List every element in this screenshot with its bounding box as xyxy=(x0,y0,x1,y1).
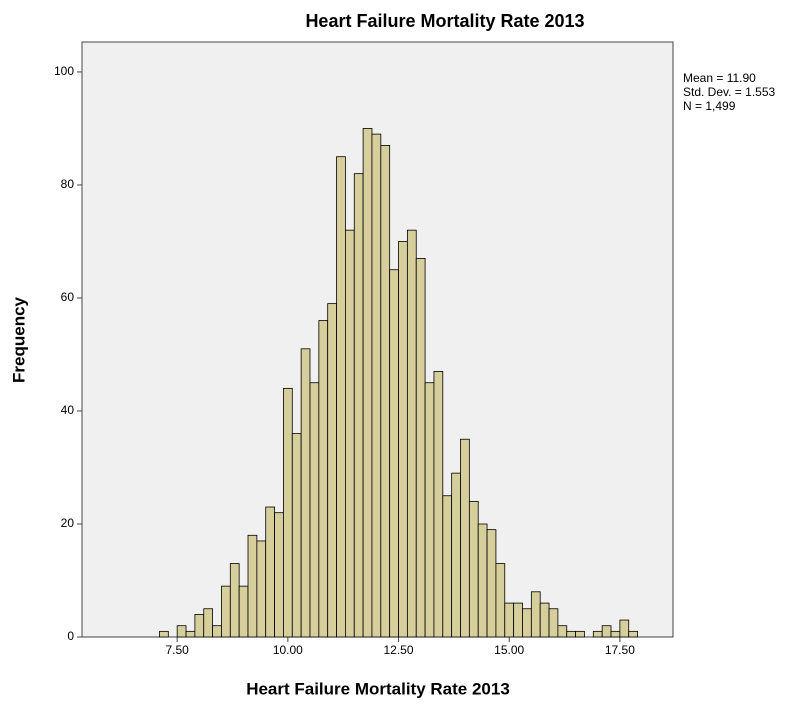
bar xyxy=(513,602,523,638)
x-tick-label: 10.00 xyxy=(273,643,303,657)
bar xyxy=(247,534,258,638)
bar xyxy=(194,613,205,638)
bar xyxy=(601,625,612,638)
bar xyxy=(380,145,391,638)
x-tick-label: 17.50 xyxy=(605,643,635,657)
y-tick-label: 0 xyxy=(67,629,74,643)
bar xyxy=(212,625,222,638)
bar xyxy=(327,303,337,638)
bar xyxy=(309,382,320,638)
bar xyxy=(256,540,267,638)
bar xyxy=(389,269,399,638)
x-tick-label: 15.00 xyxy=(494,643,524,657)
bar xyxy=(530,591,541,638)
bar xyxy=(398,241,408,638)
bar xyxy=(477,523,488,638)
bar xyxy=(557,625,568,638)
bar xyxy=(442,495,453,638)
bar xyxy=(415,258,426,638)
bar xyxy=(318,320,329,638)
bar xyxy=(495,563,506,638)
bar xyxy=(238,585,249,638)
bar xyxy=(406,229,417,638)
bar xyxy=(592,630,603,638)
bar xyxy=(345,229,355,638)
x-axis-label: Heart Failure Mortality Rate 2013 xyxy=(246,679,510,698)
bar xyxy=(159,630,169,638)
bar xyxy=(221,585,231,638)
bar xyxy=(610,630,621,638)
bar xyxy=(451,472,461,638)
bar xyxy=(300,348,311,638)
stat-n: N = 1,499 xyxy=(683,99,736,113)
y-tick-label: 100 xyxy=(54,64,74,78)
bar xyxy=(575,630,585,638)
y-tick-label: 80 xyxy=(61,177,75,191)
bar xyxy=(628,630,638,638)
stat-sd: Std. Dev. = 1.553 xyxy=(683,85,775,99)
bar xyxy=(566,630,577,638)
bar xyxy=(185,630,196,638)
bar xyxy=(539,602,550,638)
bar xyxy=(468,500,479,638)
bar xyxy=(229,563,240,638)
y-tick-label: 20 xyxy=(61,516,75,530)
bar xyxy=(522,608,532,638)
x-tick-label: 12.50 xyxy=(384,643,414,657)
y-tick-label: 60 xyxy=(61,290,75,304)
bar xyxy=(548,608,559,638)
y-axis-label: Frequency xyxy=(9,296,28,383)
bar xyxy=(424,382,435,638)
chart-title: Heart Failure Mortality Rate 2013 xyxy=(305,11,584,31)
x-tick-label: 7.50 xyxy=(166,643,190,657)
bar xyxy=(371,133,382,638)
bar xyxy=(619,619,630,638)
bar xyxy=(433,371,444,638)
bar xyxy=(486,529,497,638)
bar xyxy=(460,438,470,638)
bar xyxy=(274,512,284,638)
bar xyxy=(291,433,302,638)
bar xyxy=(353,173,364,638)
bar xyxy=(265,506,275,638)
bar xyxy=(504,602,515,638)
bar xyxy=(336,156,346,638)
bar xyxy=(176,625,187,638)
y-tick-label: 40 xyxy=(61,403,75,417)
bar xyxy=(283,387,293,638)
stat-mean: Mean = 11.90 xyxy=(683,71,756,85)
bar xyxy=(362,128,373,638)
bar xyxy=(203,608,213,638)
